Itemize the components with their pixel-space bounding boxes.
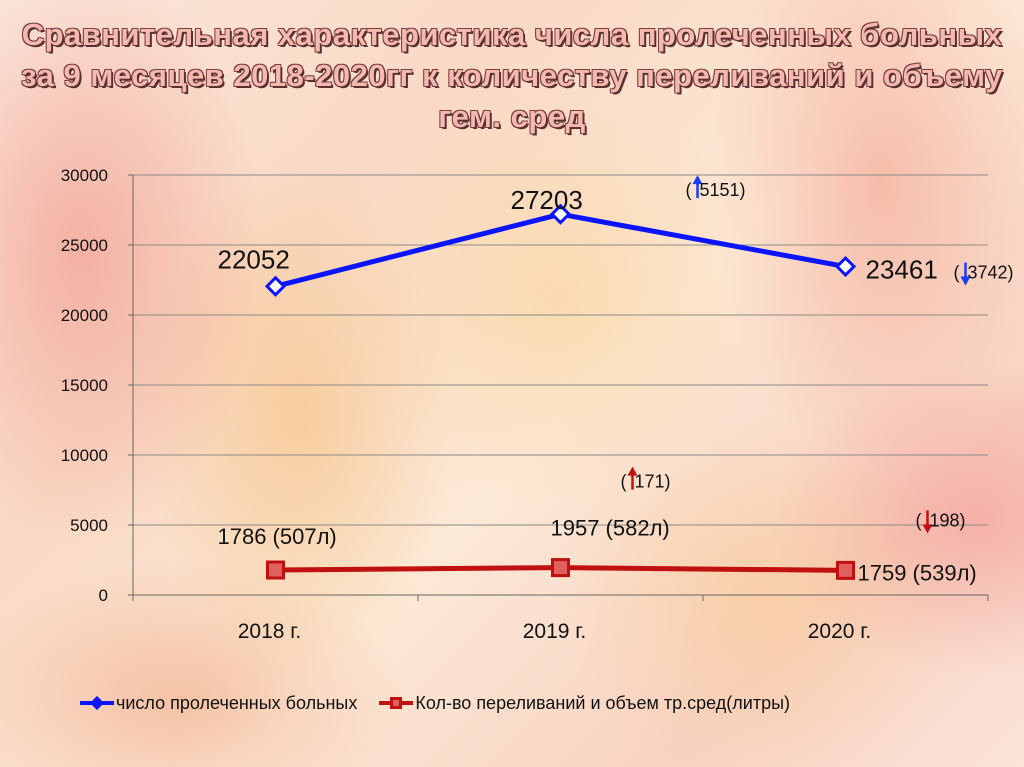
data-point-square: [551, 558, 570, 578]
change-annotation-open: (: [621, 472, 627, 492]
legend-item-patients: число пролеченных больных: [80, 693, 357, 714]
data-label: 1759 (539л): [858, 560, 977, 585]
arrow-down-icon: [960, 276, 971, 286]
data-label: 1957 (582л): [551, 516, 670, 541]
data-point-square: [266, 560, 285, 580]
change-annotation-value: 5151): [700, 180, 746, 200]
arrow-up-icon: [627, 466, 638, 476]
legend-label-patients: число пролеченных больных: [116, 692, 358, 713]
y-tick-label: 0: [99, 586, 108, 605]
data-label: 22052: [218, 244, 290, 274]
data-label: 27203: [511, 185, 583, 215]
change-annotation-open: (: [686, 180, 692, 200]
chart-title: Сравнительная характеристика числа проле…: [21, 17, 1003, 134]
data-point-square: [836, 560, 855, 580]
data-point-diamond: [264, 275, 287, 297]
legend-label-transfusions: Кол-во переливаний и объем тр.сред(литры…: [415, 692, 791, 713]
legend-marker-square-icon: [379, 697, 414, 709]
arrow-down-icon: [922, 524, 933, 534]
change-annotation-value: 171): [635, 472, 671, 492]
data-point-diamond: [834, 255, 857, 278]
series-line-0: [274, 211, 846, 289]
x-tick-label: 2020 г.: [808, 620, 871, 643]
y-tick-label: 10000: [61, 446, 108, 465]
y-tick-label: 30000: [61, 166, 108, 185]
legend-item-transfusions: Кол-во переливаний и объем тр.сред(литры…: [379, 693, 790, 714]
change-annotation-value: 3742): [968, 263, 1014, 283]
y-tick-label: 5000: [70, 516, 108, 535]
data-point-diamond: [549, 203, 572, 225]
arrow-up-icon: [692, 175, 703, 185]
y-tick-label: 20000: [61, 306, 108, 325]
x-tick-label: 2018 г.: [238, 620, 301, 643]
data-label: 23461: [866, 255, 938, 285]
change-annotation-value: 198): [930, 510, 966, 530]
chart-legend: число пролеченных больных Кол-во перелив…: [80, 690, 790, 716]
y-tick-label: 15000: [61, 376, 108, 395]
change-annotation-open: (: [916, 510, 922, 530]
change-annotation-open: (: [954, 263, 960, 283]
y-tick-label: 25000: [61, 236, 108, 255]
legend-marker-diamond-icon: [80, 696, 114, 710]
x-tick-label: 2019 г.: [523, 620, 586, 643]
data-label: 1786 (507л): [218, 524, 337, 549]
